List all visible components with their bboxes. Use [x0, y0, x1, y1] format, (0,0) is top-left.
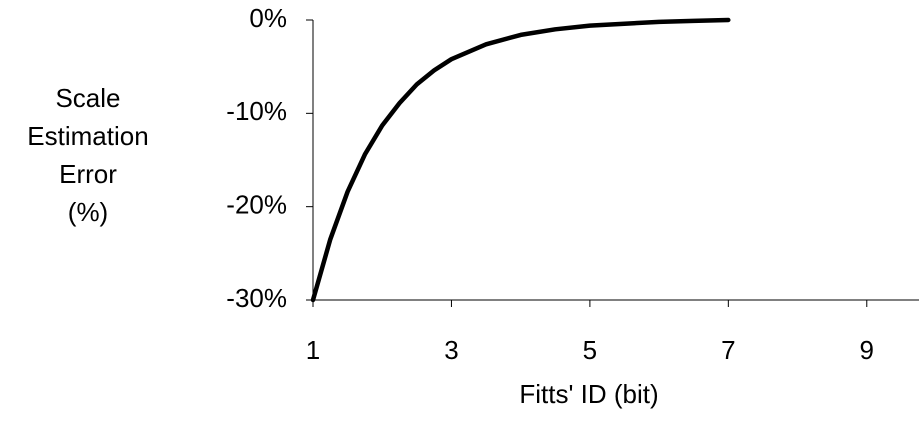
- y-axis-title-line: Estimation: [27, 121, 148, 151]
- y-tick-label: -20%: [226, 190, 287, 220]
- y-tick-label: -10%: [226, 96, 287, 126]
- y-axis-title: Scale Estimation Error (%): [27, 83, 148, 227]
- y-axis-title-line: Error: [59, 159, 117, 189]
- ticks: 0% -10% -20% -30% 1 3 5 7 9: [226, 3, 874, 365]
- x-tick-label: 7: [721, 335, 735, 365]
- x-tick-label: 9: [860, 335, 874, 365]
- y-tick-label: 0%: [249, 3, 287, 33]
- y-axis-title-line: Scale: [55, 83, 120, 113]
- series-line: [310, 17, 731, 303]
- y-tick-label: -30%: [226, 283, 287, 313]
- x-axis-title: Fitts' ID (bit): [519, 379, 658, 409]
- x-tick-label: 1: [306, 335, 320, 365]
- plot-area: [310, 17, 731, 303]
- axes: [312, 20, 919, 301]
- y-axis-title-line: (%): [68, 197, 108, 227]
- x-tick-label: 5: [583, 335, 597, 365]
- x-tick-label: 3: [444, 335, 458, 365]
